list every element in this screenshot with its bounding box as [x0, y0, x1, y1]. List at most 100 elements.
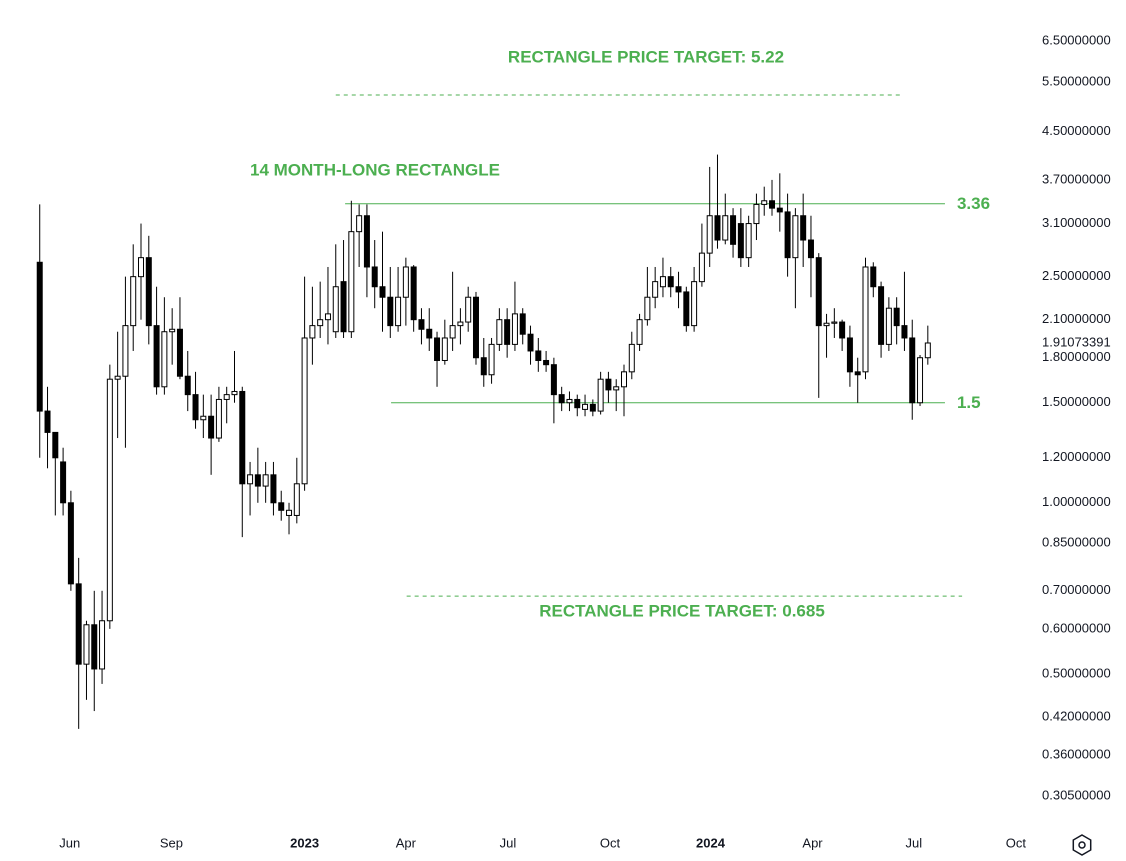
y-tick-label: 2.50000000 [1042, 268, 1111, 283]
candle-body [270, 474, 277, 504]
y-tick-label: 1.80000000 [1042, 349, 1111, 364]
candle-body [659, 276, 666, 288]
candle-body [223, 394, 230, 400]
level-label: 3.36 [957, 194, 990, 213]
candle-body [488, 343, 495, 376]
candle-body [815, 257, 822, 327]
candle-body [99, 620, 106, 670]
candle-body [348, 231, 355, 333]
candle-body [613, 386, 620, 391]
candle-body [745, 223, 752, 259]
candle-body [83, 624, 90, 665]
candle-body [130, 276, 137, 327]
candle-body [862, 266, 869, 373]
candle-body [106, 378, 113, 622]
candle-body [44, 410, 51, 433]
y-tick-label: 3.70000000 [1042, 171, 1111, 186]
lower-target-label: RECTANGLE PRICE TARGET: 0.685 [539, 601, 825, 620]
candle-body [36, 261, 43, 412]
candle-body [91, 624, 98, 670]
candle-body [550, 364, 557, 396]
candle-body [870, 266, 877, 288]
y-tick-label: 0.85000000 [1042, 534, 1111, 549]
candle-body [247, 474, 254, 485]
candle-body [698, 252, 705, 283]
candle-body [737, 223, 744, 259]
candle-body [278, 502, 285, 511]
candle-body [239, 390, 246, 485]
y-tick-label: 5.50000000 [1042, 74, 1111, 89]
candle-body [628, 343, 635, 373]
candle-body [75, 583, 82, 665]
x-tick-label: 2023 [290, 835, 319, 850]
candle-body [67, 502, 74, 585]
candle-body [527, 333, 534, 352]
last-price-label: 1.91073391 [1042, 334, 1111, 349]
x-tick-label: Oct [600, 835, 621, 850]
y-tick-label: 6.50000000 [1042, 32, 1111, 47]
candle-body [410, 266, 417, 321]
x-tick-label: Sep [160, 835, 183, 850]
candle-body [784, 211, 791, 259]
x-tick-label: Oct [1006, 835, 1027, 850]
candle-body [792, 215, 799, 259]
y-tick-label: 1.00000000 [1042, 494, 1111, 509]
candle-body [846, 337, 853, 373]
candle-body [324, 313, 331, 321]
candle-body [465, 296, 472, 323]
candle-body [574, 398, 581, 409]
candle-body [480, 357, 487, 376]
candle-body [472, 296, 479, 359]
candle-body [60, 461, 67, 504]
candle-body [309, 325, 316, 339]
y-tick-label: 0.36000000 [1042, 746, 1111, 761]
candle-body [535, 350, 542, 361]
candle-body [667, 276, 674, 288]
candle-body [215, 398, 222, 439]
y-tick-label: 4.50000000 [1042, 123, 1111, 138]
candle-body [122, 325, 129, 377]
candle-body [301, 337, 308, 485]
y-tick-label: 1.50000000 [1042, 394, 1111, 409]
candle-body [52, 431, 59, 459]
candle-body [402, 266, 409, 298]
candle-body [878, 286, 885, 345]
candle-body [582, 403, 589, 410]
settings-icon-center[interactable] [1078, 841, 1086, 849]
candle-body [379, 286, 386, 298]
candle-body [807, 239, 814, 259]
y-tick-label: 0.42000000 [1042, 708, 1111, 723]
candle-body [543, 359, 550, 366]
candle-body [371, 266, 378, 288]
candle-body [753, 203, 760, 225]
candle-body [706, 215, 713, 254]
candle-body [418, 319, 425, 330]
candle-body [691, 281, 698, 327]
candle-body [800, 215, 807, 241]
candle-body [511, 313, 518, 345]
x-tick-label: Jul [905, 835, 922, 850]
candle-body [597, 378, 604, 412]
candle-body [161, 331, 168, 388]
candle-body [909, 337, 916, 404]
candle-body [566, 398, 573, 404]
candle-body [192, 394, 199, 421]
candle-body [363, 215, 370, 268]
candle-body [286, 509, 293, 516]
candle-body [823, 322, 830, 327]
y-tick-label: 2.10000000 [1042, 311, 1111, 326]
settings-icon[interactable] [1072, 834, 1092, 856]
candle-body [589, 403, 596, 412]
candle-body [434, 337, 441, 361]
candle-body [387, 296, 394, 327]
candle-body [761, 200, 768, 205]
settings-button[interactable] [1072, 834, 1092, 856]
candle-body [519, 313, 526, 335]
candle-body [208, 415, 215, 439]
candle-body [114, 375, 121, 380]
candle-body [145, 257, 152, 327]
x-tick-label: Apr [802, 835, 823, 850]
y-tick-label: 0.70000000 [1042, 582, 1111, 597]
candle-body [262, 474, 269, 487]
